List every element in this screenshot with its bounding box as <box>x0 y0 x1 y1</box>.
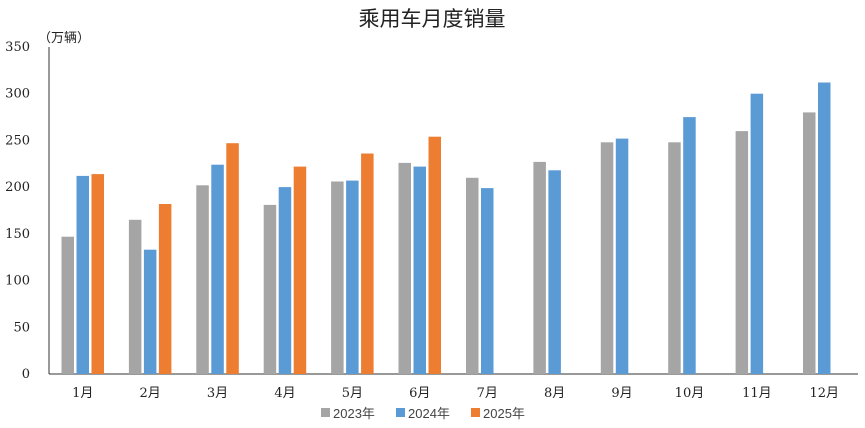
x-category-label: 8月 <box>544 386 565 401</box>
x-category-label: 6月 <box>409 386 430 401</box>
bar-2024年-4月 <box>278 187 292 374</box>
bar-2023年-7月 <box>466 177 479 374</box>
bar-2025年-2月 <box>158 204 172 374</box>
bar-2023年-8月 <box>533 161 546 374</box>
bar-2024年-11月 <box>750 93 764 374</box>
bar-2024年-1月 <box>76 175 89 374</box>
y-tick-label: 0 <box>22 367 30 382</box>
x-category-label: 4月 <box>274 386 295 401</box>
x-category-label: 7月 <box>477 386 498 401</box>
bar-2023年-12月 <box>803 112 816 375</box>
legend: 2023年 2024年 2025年 <box>321 406 525 421</box>
legend-swatch <box>321 408 330 417</box>
bar-2025年-3月 <box>226 143 239 374</box>
y-tick-label: 200 <box>5 180 30 195</box>
bar-2024年-12月 <box>818 82 831 374</box>
x-category-label: 1月 <box>72 386 93 401</box>
x-category-label: 10月 <box>675 386 705 401</box>
legend-label: 2023年 <box>333 406 375 421</box>
x-category-label: 12月 <box>810 386 840 401</box>
chart-title: 乘用车月度销量 <box>359 7 506 31</box>
y-tick-label: 250 <box>5 133 30 148</box>
bar-series-group <box>61 82 831 375</box>
legend-swatch <box>471 408 480 417</box>
legend-swatch <box>396 408 405 417</box>
bar-2025年-5月 <box>361 153 374 374</box>
y-tick-label: 50 <box>13 320 30 335</box>
bar-2024年-6月 <box>413 166 426 374</box>
bar-2023年-4月 <box>263 204 277 374</box>
x-category-label: 2月 <box>139 386 160 401</box>
bar-2023年-6月 <box>398 162 411 374</box>
bar-2024年-2月 <box>143 249 157 374</box>
x-category-label: 3月 <box>207 386 228 401</box>
x-axis-category-labels: 1月 2月 3月 4月 5月 6月 7月 8月 9月 10月 11月 12月 <box>72 386 839 401</box>
bar-2023年-9月 <box>600 142 614 374</box>
bar-2024年-5月 <box>346 180 359 374</box>
x-category-label: 11月 <box>742 386 772 401</box>
y-tick-label: 150 <box>5 227 30 242</box>
bar-2025年-6月 <box>428 136 441 374</box>
legend-label: 2025年 <box>483 406 525 421</box>
bar-2023年-11月 <box>735 131 749 374</box>
y-axis-ticks: 0 50 100 150 200 250 300 350 <box>5 40 30 382</box>
y-tick-label: 300 <box>5 87 30 102</box>
bar-2023年-3月 <box>196 185 209 374</box>
bar-2023年-10月 <box>668 142 681 374</box>
bar-2024年-9月 <box>615 138 629 374</box>
bar-2025年-4月 <box>293 166 307 374</box>
bar-2024年-8月 <box>548 170 561 374</box>
bar-2024年-3月 <box>211 164 224 374</box>
y-tick-label: 350 <box>5 40 30 55</box>
legend-label: 2024年 <box>408 406 450 421</box>
bar-2024年-10月 <box>683 117 696 374</box>
x-category-label: 9月 <box>611 386 632 401</box>
bar-2025年-1月 <box>91 174 104 374</box>
bar-2023年-5月 <box>331 181 344 374</box>
y-axis-unit-label: （万辆） <box>38 31 90 46</box>
x-category-label: 5月 <box>342 386 363 401</box>
bar-2024年-7月 <box>481 188 494 374</box>
y-tick-label: 100 <box>5 274 30 289</box>
bar-2023年-1月 <box>61 236 74 374</box>
bar-2023年-2月 <box>128 219 142 374</box>
